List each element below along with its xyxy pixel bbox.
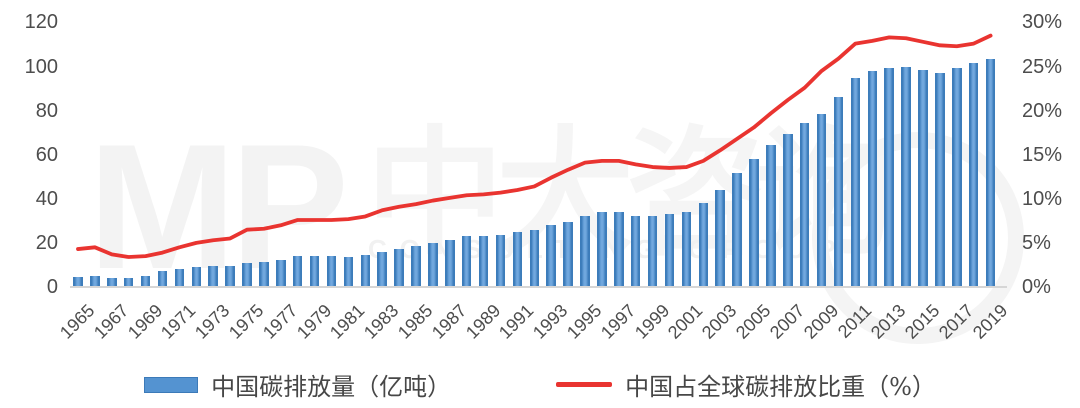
right-axis-tick-0%: 0% (1022, 276, 1051, 298)
legend-bar-swatch-icon (144, 376, 199, 393)
bar-1994 (563, 221, 573, 287)
legend-emissions-label: 中国碳排放量（亿吨） (211, 373, 452, 401)
bar-1968 (123, 277, 134, 287)
bar-1992 (529, 229, 540, 287)
right-axis-tick-15%: 15% (1022, 143, 1063, 166)
bar-1986 (428, 243, 438, 287)
x-axis-line (70, 286, 1007, 288)
bar-1969 (140, 275, 151, 287)
bar-1988 (461, 236, 472, 287)
bar-1995 (580, 215, 590, 287)
left-axis-tick-40: 40 (35, 187, 58, 210)
legend-share-label: 中国占全球碳排放比重（%） (625, 373, 936, 401)
bar-2013 (884, 68, 894, 287)
bar-2014 (901, 66, 911, 287)
right-axis-tick-25%: 25% (1022, 55, 1063, 78)
bar-2009 (816, 114, 827, 287)
bar-2019 (985, 58, 996, 287)
bar-1979 (309, 255, 320, 287)
bar-1977 (276, 259, 286, 287)
bar-2008 (799, 122, 810, 287)
bar-1974 (225, 266, 235, 287)
legend-item-share: 中国占全球碳排放比重（%） (556, 367, 936, 402)
bar-1976 (259, 261, 269, 287)
bar-2016 (935, 73, 945, 287)
bar-2003 (715, 189, 725, 287)
bar-2011 (850, 77, 861, 287)
bar-1971 (174, 268, 185, 287)
right-axis-tick-5%: 5% (1022, 231, 1051, 254)
bar-2002 (698, 203, 709, 287)
left-axis-tick-20: 20 (35, 231, 58, 254)
bar-2010 (833, 96, 844, 287)
right-axis-tick-20%: 20% (1022, 99, 1063, 122)
bar-2006 (766, 144, 776, 287)
bar-2004 (732, 172, 742, 287)
legend-item-emissions: 中国碳排放量（亿吨） (144, 367, 451, 402)
bar-2005 (749, 159, 759, 287)
bar-1981 (343, 257, 354, 287)
bar-1982 (360, 254, 371, 287)
bar-1978 (292, 256, 303, 287)
bar-2000 (664, 213, 675, 287)
bar-1967 (107, 278, 117, 287)
bar-1972 (191, 267, 202, 287)
left-axis-tick-120: 120 (24, 11, 58, 34)
bar-1985 (411, 246, 421, 287)
bar-2007 (783, 134, 793, 287)
bar-1966 (90, 275, 100, 287)
legend-line-swatch-icon (556, 382, 613, 387)
bar-2018 (968, 63, 979, 287)
left-axis-tick-0: 0 (46, 276, 58, 298)
left-axis-tick-60: 60 (35, 143, 58, 166)
bar-1991 (512, 231, 523, 287)
bar-1999 (647, 216, 658, 287)
bar-1973 (208, 266, 218, 287)
bar-1980 (326, 256, 337, 287)
bar-1989 (478, 235, 489, 287)
bar-1965 (73, 276, 83, 287)
bar-1998 (630, 215, 641, 287)
bar-1997 (614, 212, 624, 287)
bar-1984 (394, 249, 404, 287)
bar-1983 (377, 252, 387, 287)
bar-2017 (952, 68, 962, 287)
legend: 中国碳排放量（亿吨） 中国占全球碳排放比重（%） (0, 367, 1080, 402)
bar-2012 (867, 70, 878, 287)
bar-1990 (495, 234, 506, 287)
bar-1970 (157, 271, 168, 287)
bar-1993 (546, 225, 556, 287)
bar-1975 (242, 262, 252, 287)
share-line (76, 33, 993, 259)
bar-2015 (918, 70, 928, 287)
bar-1996 (597, 212, 607, 287)
left-axis-tick-100: 100 (24, 55, 58, 78)
left-axis-tick-80: 80 (35, 99, 58, 122)
right-axis-tick-30%: 30% (1022, 11, 1063, 34)
watermark-mp-logo: MP (88, 107, 349, 306)
right-axis-tick-10%: 10% (1022, 187, 1063, 210)
bar-1987 (445, 239, 455, 287)
bar-2001 (681, 212, 692, 287)
